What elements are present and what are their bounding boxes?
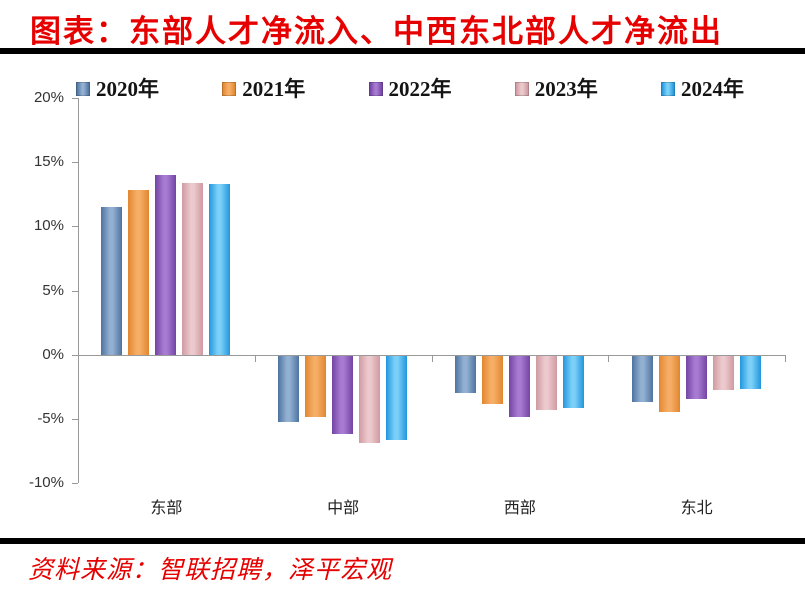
y-tick-label: -10%: [28, 474, 64, 491]
x-axis-tick: [608, 355, 609, 362]
y-axis-tick: [72, 354, 78, 356]
category-label-东部: 东部: [150, 500, 183, 517]
legend-label: 2023年: [534, 76, 598, 101]
source-note: 资料来源：智联招聘，泽平宏观: [28, 557, 393, 584]
bar-2024年-东北: [739, 355, 761, 390]
bar-2023年-西部: [535, 355, 557, 410]
bar-2020年-西部: [454, 355, 476, 393]
legend-label: 2022年: [388, 76, 452, 101]
x-axis-tick: [785, 355, 786, 362]
bar-2020年-中部: [278, 355, 300, 423]
bar-2024年-西部: [562, 355, 584, 409]
bar-2024年-东部: [209, 183, 231, 355]
bar-2021年-西部: [481, 355, 503, 405]
y-axis-line: [78, 98, 79, 483]
top-rule: [0, 48, 805, 54]
bar-2023年-东北: [712, 355, 734, 391]
bar-2021年-东部: [128, 190, 150, 355]
legend-label: 2021年: [242, 76, 306, 101]
legend-item-2023年: 2023年: [514, 76, 598, 101]
y-tick-label: 20%: [33, 89, 64, 106]
legend-item-2022年: 2022年: [368, 76, 452, 101]
legend-item-2020年: 2020年: [76, 76, 159, 101]
y-axis-tick: [72, 98, 78, 99]
bar-2021年-东北: [658, 355, 680, 413]
bar-2021年-中部: [305, 355, 327, 418]
category-label-东北: 东北: [680, 500, 713, 517]
bar-2022年-西部: [508, 355, 530, 418]
legend-item-2024年: 2024年: [661, 76, 744, 101]
y-tick-label: 15%: [33, 153, 64, 171]
y-tick-label: -5%: [37, 409, 64, 427]
y-axis-tick: [72, 290, 78, 292]
y-tick-label: 5%: [42, 281, 64, 299]
x-axis-tick: [78, 355, 79, 362]
legend-swatch: [76, 82, 90, 96]
y-tick-label: 0%: [42, 345, 64, 363]
legend-swatch: [368, 82, 383, 96]
legend-label: 2020年: [96, 76, 159, 101]
chart-title: 图表：东部人才净流入、中西东北部人才净流出: [30, 14, 723, 49]
legend-swatch: [514, 82, 529, 96]
bar-2022年-东部: [155, 175, 177, 355]
category-label-西部: 西部: [503, 500, 536, 517]
bar-2023年-中部: [359, 355, 381, 443]
y-axis-tick: [72, 483, 78, 484]
legend-swatch: [222, 82, 237, 96]
bar-2024年-中部: [386, 355, 408, 441]
legend: 2020年 2021年 2022年 2023年 2024年: [76, 76, 744, 102]
y-axis-tick: [72, 162, 78, 164]
bottom-rule: [0, 538, 805, 544]
bar-2020年-东部: [101, 207, 123, 355]
bar-2023年-东部: [182, 182, 204, 355]
y-axis-tick: [72, 226, 78, 228]
x-axis-tick: [255, 355, 256, 362]
y-tick-label: 10%: [33, 217, 64, 235]
bar-2020年-东北: [631, 355, 653, 402]
legend-swatch: [661, 82, 675, 96]
legend-item-2021年: 2021年: [222, 76, 306, 101]
zero-line: [78, 355, 785, 356]
category-label-中部: 中部: [327, 500, 360, 517]
y-axis-tick: [72, 418, 78, 420]
x-axis-tick: [432, 355, 433, 362]
bar-2022年-东北: [685, 355, 707, 400]
legend-label: 2024年: [681, 76, 744, 101]
bar-2022年-中部: [332, 355, 354, 434]
